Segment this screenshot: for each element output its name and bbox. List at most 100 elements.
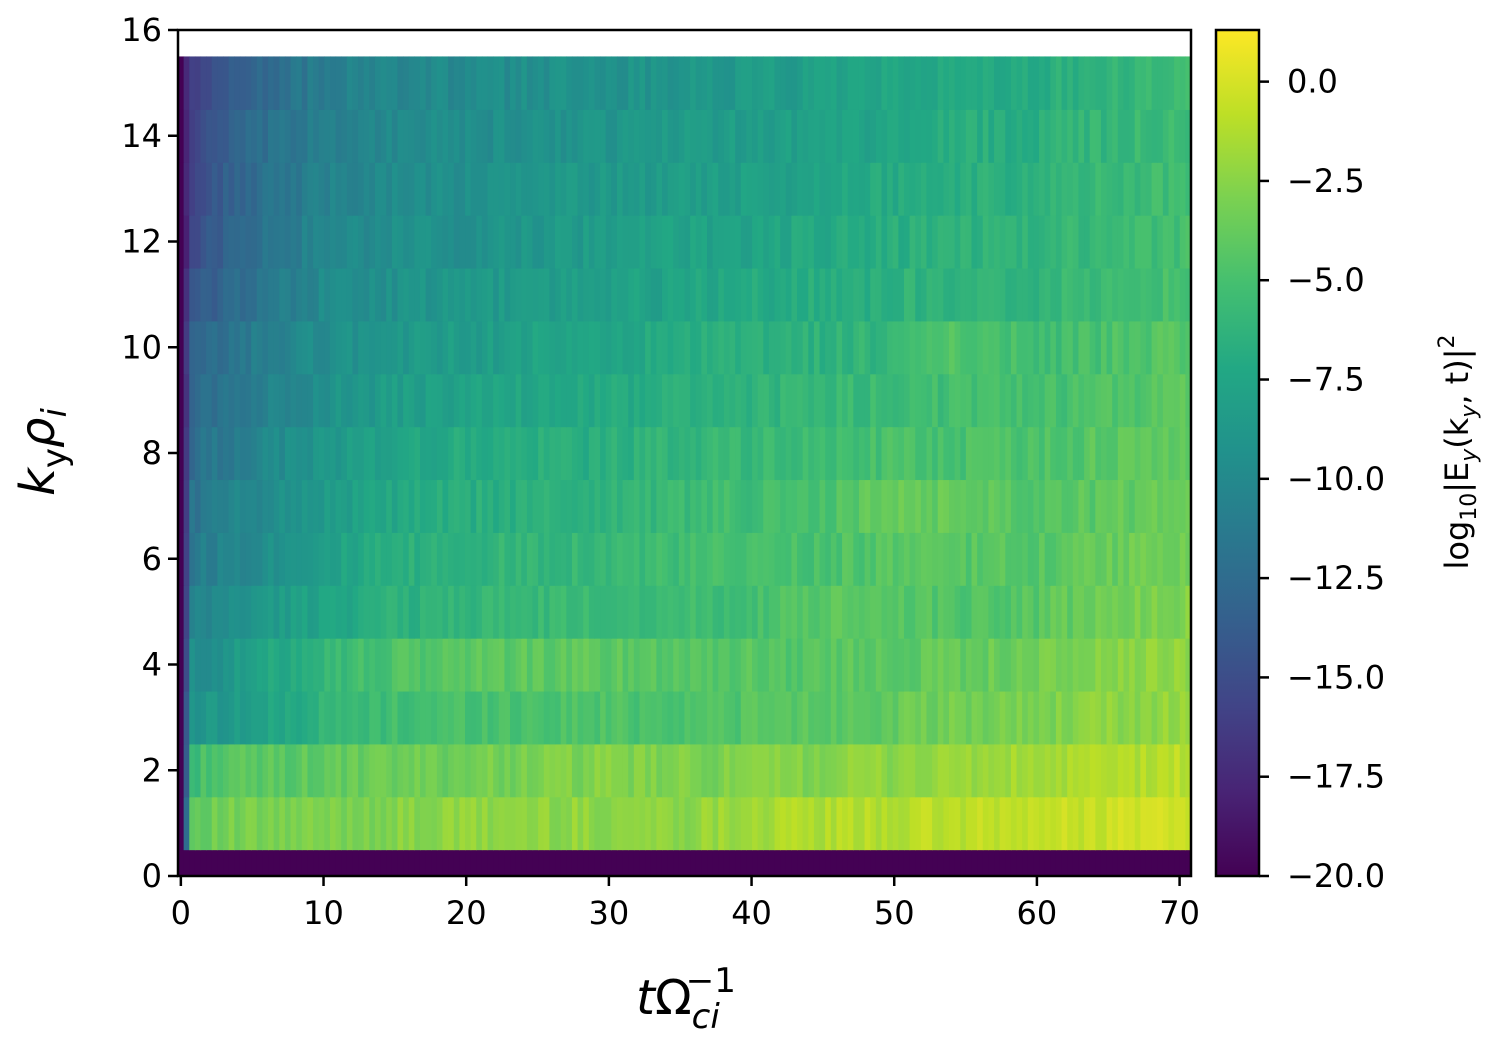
heatmap-cell [279, 585, 286, 639]
heatmap-cell [228, 849, 235, 876]
heatmap-cell [465, 373, 472, 428]
heatmap-cell [335, 532, 342, 586]
heatmap-cell [999, 215, 1006, 269]
heatmap-cell [600, 585, 607, 639]
heatmap-cell [1157, 743, 1164, 798]
heatmap-cell [442, 320, 449, 375]
heatmap-cell [374, 849, 382, 876]
heatmap-cell [915, 109, 922, 163]
heatmap-cell [268, 373, 275, 428]
heatmap-cell [549, 690, 556, 745]
heatmap-cell [487, 743, 494, 798]
heatmap-cell [234, 638, 241, 692]
heatmap-cell [673, 532, 680, 586]
heatmap-cell [515, 532, 522, 586]
heatmap-cell [397, 479, 404, 533]
heatmap-cell [605, 162, 612, 216]
heatmap-cell [178, 479, 185, 533]
heatmap-cell [358, 373, 365, 428]
heatmap-cell [695, 849, 702, 876]
heatmap-cell [346, 690, 354, 745]
heatmap-cell [1174, 426, 1181, 481]
heatmap-cell [284, 585, 292, 639]
heatmap-cell [977, 585, 984, 639]
heatmap-cell [481, 743, 489, 798]
heatmap-cell [425, 426, 432, 481]
heatmap-cell [538, 56, 545, 110]
heatmap-cell [684, 532, 691, 586]
heatmap-cell [960, 638, 967, 692]
heatmap-cell [864, 479, 871, 533]
heatmap-cell [279, 743, 286, 798]
heatmap-cell [341, 690, 348, 745]
heatmap-cell [673, 638, 680, 692]
heatmap-cell [622, 743, 629, 798]
heatmap-cell [549, 532, 556, 586]
heatmap-cell [245, 638, 252, 692]
heatmap-cell [920, 638, 928, 692]
heatmap-cell [752, 109, 759, 163]
heatmap-cell [307, 532, 314, 586]
heatmap-cell [206, 796, 213, 851]
heatmap-cell [813, 320, 821, 375]
heatmap-cell [268, 56, 275, 110]
heatmap-cell [510, 426, 517, 481]
heatmap-cell [645, 109, 652, 163]
heatmap-cell [735, 796, 742, 851]
heatmap-cell [369, 743, 376, 798]
heatmap-cell [965, 690, 973, 745]
heatmap-cell [1022, 162, 1029, 216]
heatmap-cell [926, 162, 933, 216]
heatmap-cell [1050, 532, 1057, 586]
heatmap-cell [1140, 215, 1147, 269]
heatmap-cell [594, 215, 601, 269]
heatmap-cell [611, 849, 618, 876]
heatmap-cell [391, 690, 399, 745]
heatmap-cell [1072, 215, 1080, 269]
heatmap-cell [920, 267, 928, 322]
heatmap-cell [313, 109, 320, 163]
heatmap-cell [892, 796, 899, 851]
heatmap-cell [887, 373, 894, 428]
heatmap-cell [830, 215, 838, 269]
heatmap-cell [1151, 743, 1158, 798]
heatmap-cell [532, 426, 539, 481]
heatmap-cell [211, 162, 218, 216]
heatmap-cell [858, 585, 866, 639]
heatmap-cell [577, 267, 584, 322]
y-tick-label: 8 [142, 434, 162, 472]
heatmap-cell [431, 479, 438, 533]
heatmap-cell [341, 638, 348, 692]
heatmap-cell [1095, 638, 1102, 692]
heatmap-cell [864, 532, 871, 586]
heatmap-cell [324, 743, 331, 798]
heatmap-cell [903, 56, 911, 110]
heatmap-cell [290, 690, 297, 745]
heatmap-cell [1157, 585, 1164, 639]
heatmap-cell [752, 56, 759, 110]
heatmap-cell [791, 690, 798, 745]
heatmap-cell [346, 532, 354, 586]
heatmap-cell [1061, 215, 1068, 269]
heatmap-cell [577, 743, 584, 798]
heatmap-cell [448, 56, 455, 110]
heatmap-cell [943, 215, 950, 269]
heatmap-cell [425, 373, 432, 428]
heatmap-cell [329, 373, 337, 428]
heatmap-cell [487, 585, 494, 639]
heatmap-cell [892, 109, 899, 163]
heatmap-cell [960, 320, 967, 375]
heatmap-cell [521, 56, 528, 110]
heatmap-cell [836, 56, 843, 110]
heatmap-cell [571, 849, 579, 876]
heatmap-cell [1151, 162, 1158, 216]
heatmap-cell [836, 585, 843, 639]
heatmap-cell [600, 373, 607, 428]
heatmap-cell [436, 532, 444, 586]
heatmap-cell [341, 109, 348, 163]
heatmap-cell [707, 532, 714, 586]
heatmap-cell [459, 638, 466, 692]
heatmap-cell [498, 585, 506, 639]
heatmap-cell [1117, 638, 1125, 692]
heatmap-cell [842, 638, 849, 692]
